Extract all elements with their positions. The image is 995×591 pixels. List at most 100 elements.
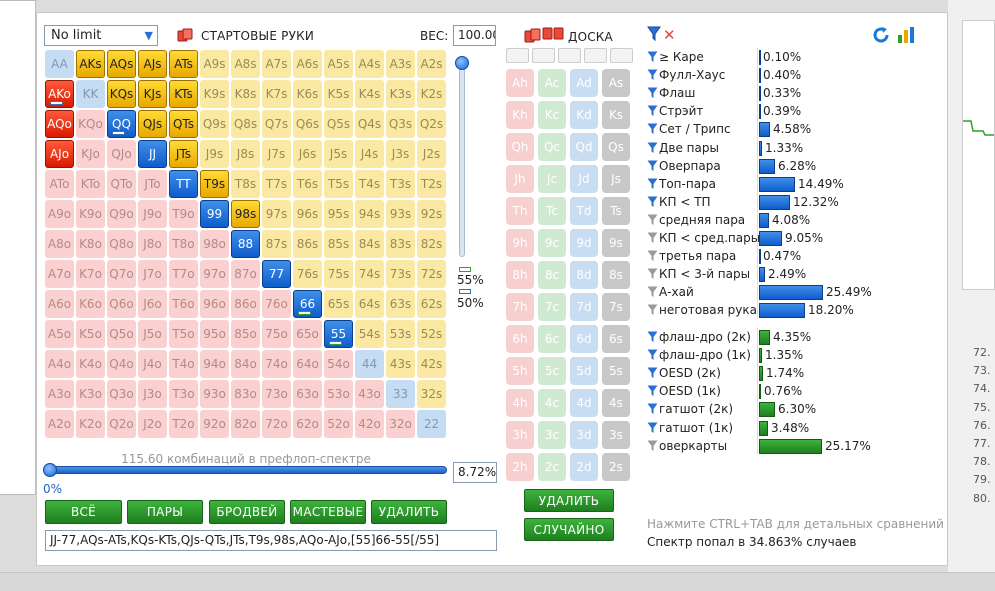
hand-cell[interactable]: 76s bbox=[293, 260, 322, 288]
hand-cell[interactable]: J5o bbox=[138, 320, 167, 348]
hand-cell[interactable]: 42s bbox=[417, 350, 446, 378]
hand-cell[interactable]: 75o bbox=[262, 320, 291, 348]
stat-row[interactable]: Оверпара 6.28% bbox=[647, 156, 927, 175]
stat-row[interactable]: Топ-пара 14.49% bbox=[647, 174, 927, 193]
deck-card[interactable]: Js bbox=[602, 165, 630, 193]
hand-cell[interactable]: AKo bbox=[45, 80, 74, 108]
stat-row[interactable]: гатшот (1к) 3.48% bbox=[647, 418, 927, 437]
bar-chart-icon[interactable] bbox=[897, 26, 915, 44]
hand-cell[interactable]: J4s bbox=[355, 140, 384, 168]
refresh-icon[interactable] bbox=[872, 26, 890, 44]
hand-cell[interactable]: 42o bbox=[355, 410, 384, 438]
deck-card[interactable]: 6d bbox=[570, 325, 598, 353]
deck-card[interactable]: 8c bbox=[538, 261, 566, 289]
hand-cell[interactable]: Q3o bbox=[107, 380, 136, 408]
deck-card[interactable]: 4d bbox=[570, 389, 598, 417]
deck-card[interactable]: 4s bbox=[602, 389, 630, 417]
hand-cell[interactable]: 96o bbox=[200, 290, 229, 318]
hand-cell[interactable]: J9s bbox=[200, 140, 229, 168]
deck-card[interactable]: 7d bbox=[570, 293, 598, 321]
deck-card[interactable]: Tc bbox=[538, 197, 566, 225]
hand-cell[interactable]: T2s bbox=[417, 170, 446, 198]
range-percent-input[interactable]: 8.72% bbox=[453, 462, 497, 483]
range-text-input[interactable]: JJ-77,AQs-ATs,KQs-KTs,QJs-QTs,JTs,T9s,98… bbox=[45, 530, 497, 551]
hand-cell[interactable]: AA bbox=[45, 50, 74, 78]
hand-cell[interactable]: J8s bbox=[231, 140, 260, 168]
hand-cell[interactable]: K5o bbox=[76, 320, 105, 348]
hand-cell[interactable]: 95s bbox=[324, 200, 353, 228]
stat-row[interactable]: КП < сред.пары 9.05% bbox=[647, 229, 927, 247]
hand-cell[interactable]: T3s bbox=[386, 170, 415, 198]
hand-cell[interactable]: J5s bbox=[324, 140, 353, 168]
deck-card[interactable]: Jd bbox=[570, 165, 598, 193]
hand-cell[interactable]: A4o bbox=[45, 350, 74, 378]
hand-cell[interactable]: J4o bbox=[138, 350, 167, 378]
stat-row[interactable]: КП < 3-й пары 2.49% bbox=[647, 265, 927, 284]
hand-cell[interactable]: 87s bbox=[262, 230, 291, 258]
stat-row[interactable]: Флаш 0.33% bbox=[647, 84, 927, 103]
hand-cell[interactable]: A9s bbox=[200, 50, 229, 78]
hand-cell[interactable]: QTs bbox=[169, 110, 198, 138]
stat-row[interactable]: ≥ Каре 0.10% bbox=[647, 48, 927, 66]
hand-cell[interactable]: ATo bbox=[45, 170, 74, 198]
deck-card[interactable]: 9d bbox=[570, 229, 598, 257]
filter-icon[interactable] bbox=[647, 304, 658, 316]
deck-card[interactable]: 9h bbox=[506, 229, 534, 257]
hand-cell[interactable]: 65o bbox=[293, 320, 322, 348]
hand-cell[interactable]: 97o bbox=[200, 260, 229, 288]
deck-card[interactable]: Qs bbox=[602, 133, 630, 161]
hand-cell[interactable]: 98o bbox=[200, 230, 229, 258]
stat-row[interactable]: оверкарты 25.17% bbox=[647, 436, 927, 455]
hand-cell[interactable]: 86s bbox=[293, 230, 322, 258]
hand-cell[interactable]: QJs bbox=[138, 110, 167, 138]
hand-cell[interactable]: Q7o bbox=[107, 260, 136, 288]
hand-cell[interactable]: T8s bbox=[231, 170, 260, 198]
deck-card[interactable]: Jc bbox=[538, 165, 566, 193]
hand-cell[interactable]: J3s bbox=[386, 140, 415, 168]
hand-cell[interactable]: 92s bbox=[417, 200, 446, 228]
all-button[interactable]: ВСЁ bbox=[45, 500, 122, 524]
deck-card[interactable]: 2c bbox=[538, 453, 566, 481]
hand-cell[interactable]: 43o bbox=[355, 380, 384, 408]
hand-cell[interactable]: K7s bbox=[262, 80, 291, 108]
filter-icon[interactable] bbox=[647, 51, 658, 63]
hand-cell[interactable]: 33 bbox=[386, 380, 415, 408]
suited-button[interactable]: МАСТЕВЫЕ bbox=[290, 500, 366, 524]
hand-cell[interactable]: 93o bbox=[200, 380, 229, 408]
hand-cell[interactable]: Q8o bbox=[107, 230, 136, 258]
hand-cell[interactable]: QTo bbox=[107, 170, 136, 198]
weight-slider-track[interactable] bbox=[459, 62, 465, 257]
deck-card[interactable]: 3h bbox=[506, 421, 534, 449]
hand-cell[interactable]: KTs bbox=[169, 80, 198, 108]
hand-cell[interactable]: J7s bbox=[262, 140, 291, 168]
limit-select[interactable]: No limit ▼ bbox=[44, 25, 158, 46]
hand-cell[interactable]: AQo bbox=[45, 110, 74, 138]
deck-card[interactable]: 4c bbox=[538, 389, 566, 417]
deck-card[interactable]: 5h bbox=[506, 357, 534, 385]
hand-cell[interactable]: 85o bbox=[231, 320, 260, 348]
board-random-button[interactable]: СЛУЧАЙНО bbox=[524, 518, 614, 541]
deck-card[interactable]: As bbox=[602, 69, 630, 97]
hand-cell[interactable]: A5s bbox=[324, 50, 353, 78]
hand-cell[interactable]: QQ bbox=[107, 110, 136, 138]
filter-icon[interactable] bbox=[647, 349, 658, 361]
hand-cell[interactable]: A2o bbox=[45, 410, 74, 438]
hand-cell[interactable]: 32s bbox=[417, 380, 446, 408]
filter-icon[interactable] bbox=[647, 105, 658, 117]
board-slot[interactable] bbox=[610, 48, 633, 63]
hand-cell[interactable]: 75s bbox=[324, 260, 353, 288]
hand-cell[interactable]: J8o bbox=[138, 230, 167, 258]
stat-row[interactable]: Фулл-Хаус 0.40% bbox=[647, 66, 927, 85]
hand-cell[interactable]: T7s bbox=[262, 170, 291, 198]
hand-cell[interactable]: 52s bbox=[417, 320, 446, 348]
hand-cell[interactable]: 76o bbox=[262, 290, 291, 318]
filter-icon[interactable] bbox=[647, 87, 658, 99]
deck-card[interactable]: 7s bbox=[602, 293, 630, 321]
hand-cell[interactable]: J3o bbox=[138, 380, 167, 408]
deck-card[interactable]: 9c bbox=[538, 229, 566, 257]
hand-cell[interactable]: 55 bbox=[324, 320, 353, 348]
deck-card[interactable]: Ts bbox=[602, 197, 630, 225]
hand-cell[interactable]: Q8s bbox=[231, 110, 260, 138]
hand-cell[interactable]: K9o bbox=[76, 200, 105, 228]
hand-cell[interactable]: 43s bbox=[386, 350, 415, 378]
